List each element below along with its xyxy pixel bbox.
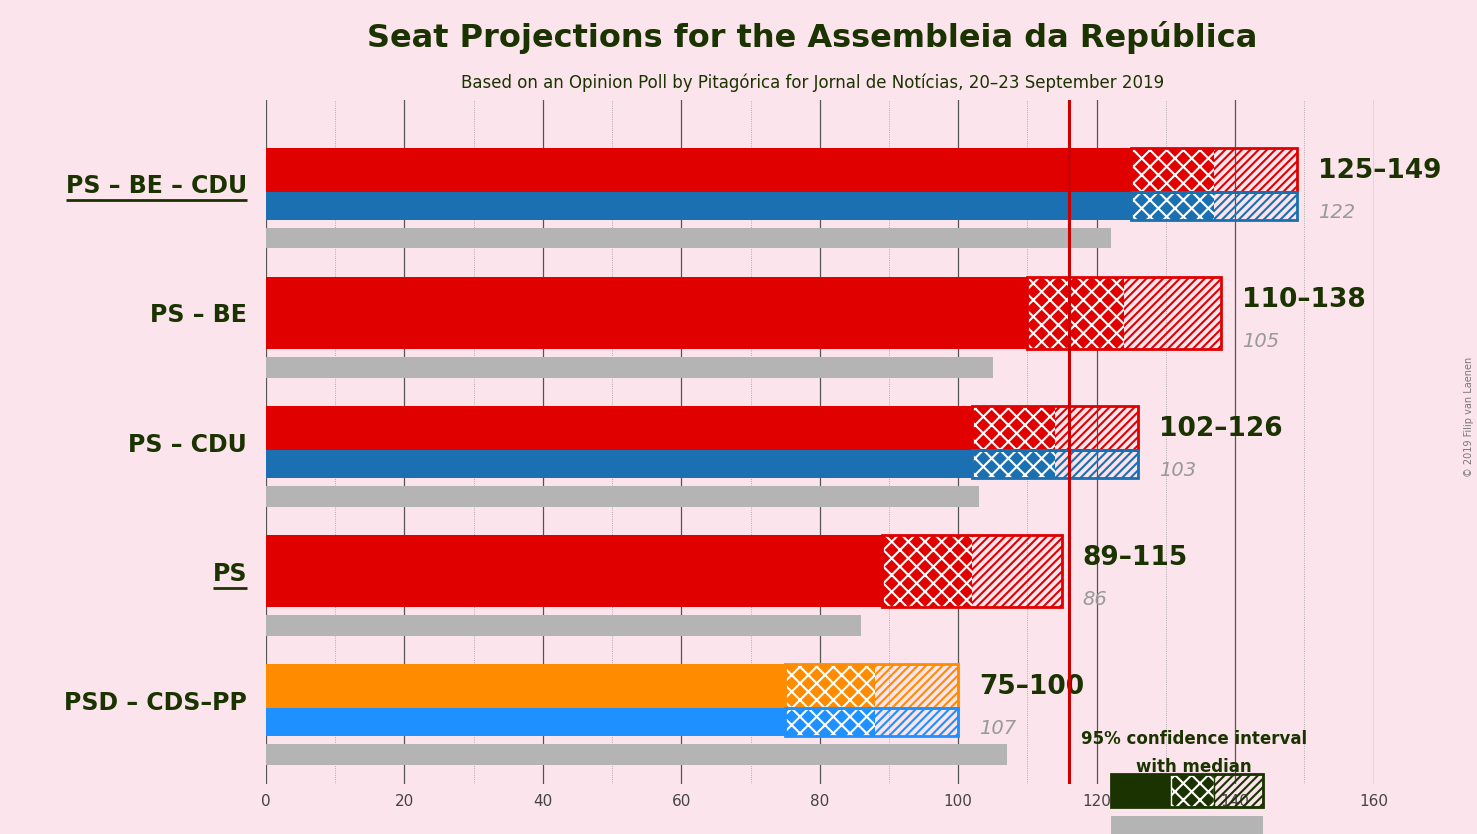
Bar [1131,192,1214,220]
Bar [266,744,1007,765]
Text: 105: 105 [1242,332,1279,351]
Text: Based on an Opinion Poll by Pitagórica for Jornal de Notícias, 20–23 September 2: Based on an Opinion Poll by Pitagórica f… [461,73,1164,92]
Bar [1214,148,1297,192]
Bar [972,450,1139,478]
Bar [874,708,959,736]
Bar [972,406,1055,450]
Text: 86: 86 [1083,590,1108,609]
Bar [874,664,959,708]
Text: 102–126: 102–126 [1159,416,1282,442]
Bar [266,708,786,736]
Bar [266,664,786,708]
Text: 103: 103 [1159,461,1196,480]
Bar [1111,774,1171,807]
Bar [1028,277,1221,349]
Bar [1131,148,1214,192]
Text: Seat Projections for the Assembleia da República: Seat Projections for the Assembleia da R… [368,21,1257,54]
Text: 95% confidence interval: 95% confidence interval [1081,730,1307,748]
Bar [786,708,874,736]
Bar [786,664,874,708]
Text: 122: 122 [1317,203,1356,222]
Bar [266,228,1111,249]
Bar [266,535,882,607]
Bar [1214,192,1297,220]
Bar [266,357,993,378]
Bar [1131,148,1297,192]
Bar [1124,277,1221,349]
Text: 75–100: 75–100 [979,674,1084,701]
Bar [1028,277,1124,349]
Bar [1171,774,1214,807]
Bar [972,535,1062,607]
Bar [1131,192,1297,220]
Bar [786,708,959,736]
Bar [1214,774,1263,807]
Bar [266,615,861,636]
Bar [1055,450,1139,478]
Bar [266,406,972,450]
Bar [1111,816,1263,834]
Bar [266,450,972,478]
Bar [972,406,1139,450]
Text: 89–115: 89–115 [1083,545,1188,571]
Bar [1055,406,1139,450]
Bar [266,148,1131,192]
Bar [1111,774,1263,807]
Bar [972,450,1055,478]
Text: 107: 107 [979,719,1016,738]
Bar [882,535,1062,607]
Text: 125–149: 125–149 [1317,158,1442,184]
Bar [266,277,1028,349]
Text: © 2019 Filip van Laenen: © 2019 Filip van Laenen [1464,357,1474,477]
Bar [266,486,979,506]
Bar [882,535,972,607]
Bar [786,664,959,708]
Bar [266,192,1131,220]
Text: with median: with median [1136,758,1251,776]
Text: 110–138: 110–138 [1242,287,1366,313]
